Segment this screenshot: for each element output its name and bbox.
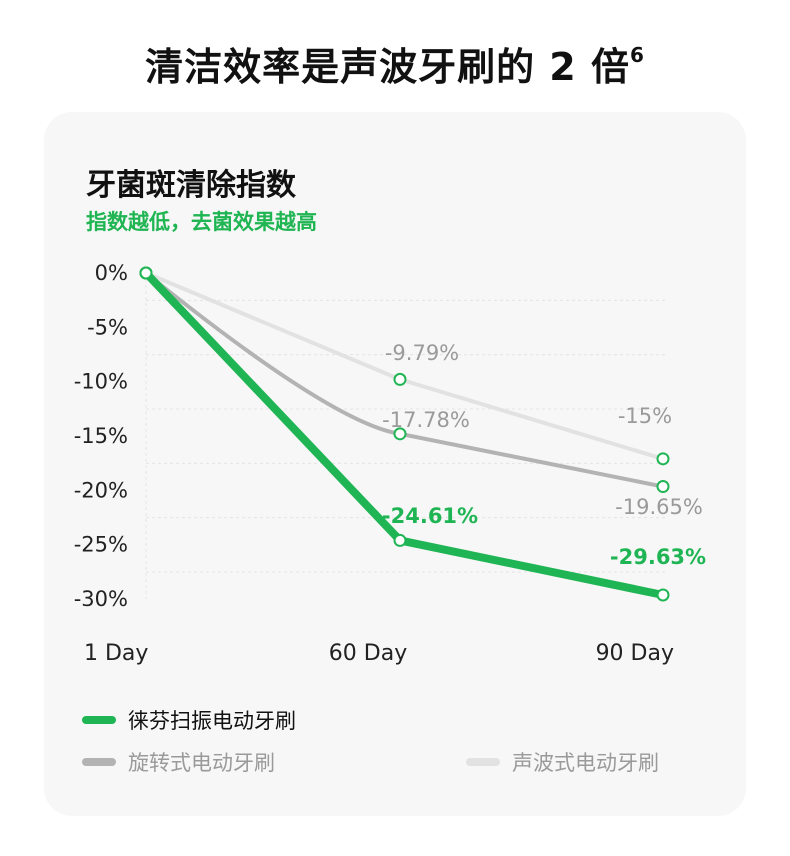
y-tick-label: -30% [74,587,128,611]
x-tick-label: 90 Day [596,641,674,666]
legend-label-rotary: 旋转式电动牙刷 [128,751,275,775]
data-point-marker [393,372,407,386]
data-point-marker [656,480,670,494]
legend-swatch-laifen [82,716,116,724]
data-label: -15% [618,404,672,428]
y-tick-label: -10% [74,370,128,394]
legend-swatch-sonic [466,758,500,766]
legend-label-laifen: 徕芬扫振电动牙刷 [128,709,296,733]
data-point-marker [656,452,670,466]
series-line-rotary [144,271,665,489]
data-label: -24.61% [382,504,478,528]
chart-subtitle: 指数越低，去菌效果越高 [86,210,317,234]
data-point-marker [656,588,670,602]
x-tick-label: 60 Day [329,641,407,666]
headline: 清洁效率是声波牙刷的 2 倍6 [0,36,790,91]
y-tick-label: -25% [74,533,128,557]
headline-footnote: 6 [629,43,645,68]
legend-item-rotary: 旋转式电动牙刷 [82,747,275,777]
legend-item-sonic: 声波式电动牙刷 [466,747,659,777]
data-label: -29.63% [610,545,706,569]
legend-item-laifen: 徕芬扫振电动牙刷 [82,705,296,735]
y-tick-label: 0% [95,261,128,285]
y-tick-label: -5% [87,315,128,339]
x-tick-label: 1 Day [84,641,148,666]
headline-text: 清洁效率是声波牙刷的 2 倍 [145,45,630,89]
y-tick-label: -15% [74,424,128,448]
data-label: -19.65% [615,495,703,519]
chart-title: 牙菌斑清除指数 [86,168,296,203]
data-point-marker [393,427,407,441]
data-point-marker [393,533,407,547]
chart-card [44,112,746,816]
data-label: -17.78% [382,408,470,432]
legend-label-sonic: 声波式电动牙刷 [512,751,659,775]
data-point-marker [139,266,153,280]
legend-swatch-rotary [82,758,116,766]
data-label: -9.79% [385,341,459,365]
y-tick-label: -20% [74,478,128,502]
